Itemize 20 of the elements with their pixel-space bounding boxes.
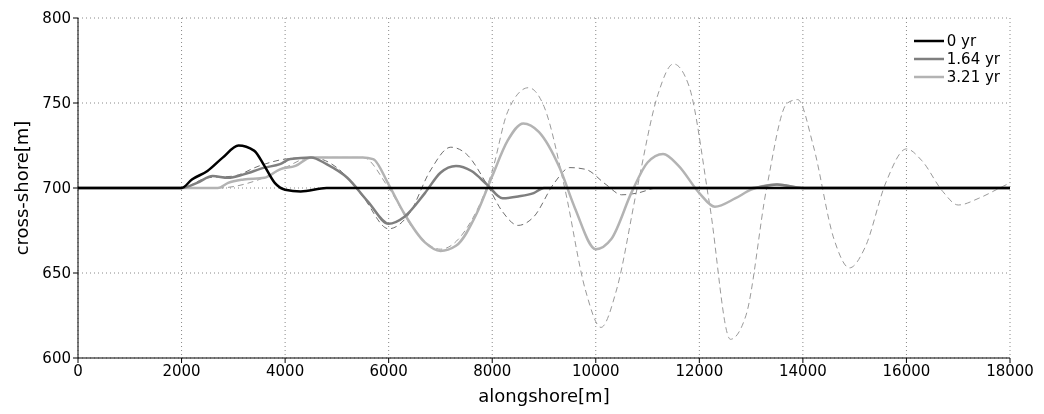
x-tick-label: 18000 <box>986 361 1034 380</box>
x-axis-title: alongshore[m] <box>478 385 610 406</box>
x-tick-label: 12000 <box>675 361 724 380</box>
x-tick-label: 14000 <box>779 361 827 380</box>
y-tick-label: 800 <box>42 9 71 28</box>
legend-label: 1.64 yr <box>946 50 1000 68</box>
y-tick-label: 600 <box>42 349 71 368</box>
x-tick-label: 10000 <box>571 361 620 380</box>
x-tick-label: 2000 <box>162 361 201 380</box>
y-tick-label: 700 <box>42 179 71 198</box>
y-tick-label: 650 <box>42 264 71 283</box>
y-tick-label: 750 <box>42 94 71 113</box>
legend-label: 3.21 yr <box>946 68 1000 86</box>
x-tick-label: 6000 <box>369 361 408 380</box>
x-tick-label: 16000 <box>882 361 931 380</box>
legend-label: 0 yr <box>946 32 977 50</box>
x-tick-label: 4000 <box>266 361 305 380</box>
x-tick-label: 0 <box>73 361 83 380</box>
x-tick-label: 8000 <box>473 361 512 380</box>
y-axis-title: cross-shore[m] <box>11 120 33 256</box>
